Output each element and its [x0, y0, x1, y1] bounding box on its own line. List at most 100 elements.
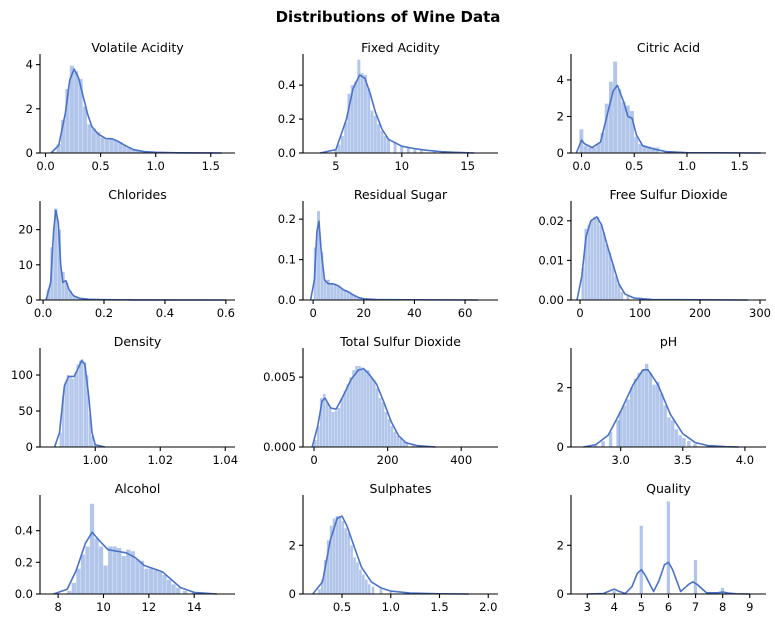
- figure-title: Distributions of Wine Data: [276, 8, 501, 26]
- histogram-bar: [341, 520, 345, 594]
- histogram-bar: [343, 289, 347, 300]
- histogram-bar: [319, 398, 323, 447]
- histogram-bar: [69, 65, 74, 153]
- subplot-title: Total Sulfur Dioxide: [339, 334, 461, 349]
- histogram-bar: [71, 378, 74, 447]
- x-tick-label: 10: [96, 600, 111, 614]
- histogram-bar: [139, 560, 144, 594]
- x-tick-label: 8: [719, 600, 726, 614]
- x-tick-label: 3.5: [674, 453, 692, 467]
- histogram-bar: [648, 372, 653, 447]
- histogram-bar: [384, 412, 388, 447]
- y-tick-label: 100: [11, 368, 33, 382]
- histogram-bar: [596, 216, 600, 301]
- histogram-bar: [378, 398, 382, 447]
- x-tick-label: 7: [692, 600, 699, 614]
- histogram-bar: [96, 132, 101, 153]
- y-tick-label: 0.000: [263, 440, 296, 454]
- histogram-bar: [608, 252, 612, 300]
- histogram-bar: [66, 375, 69, 447]
- histogram-bar: [670, 420, 675, 447]
- histogram-bar: [318, 589, 321, 594]
- histogram-bar: [329, 525, 333, 594]
- histogram-bar: [135, 559, 140, 594]
- histogram-bar: [349, 377, 352, 447]
- histogram-bar: [337, 144, 341, 153]
- y-tick-label: 0: [557, 587, 564, 601]
- histogram-bar: [367, 370, 370, 447]
- histogram-bar: [346, 291, 350, 300]
- histogram-bar: [346, 384, 350, 447]
- histogram-bar: [369, 377, 373, 447]
- histogram-bar: [406, 147, 410, 153]
- histogram-bar: [639, 525, 643, 594]
- y-tick-label: 0.02: [538, 214, 564, 228]
- histogram-bar: [325, 402, 329, 447]
- histogram-bar: [637, 372, 641, 447]
- histogram-bar: [419, 149, 423, 153]
- y-tick-label: 10: [18, 258, 33, 272]
- kde-line: [319, 74, 475, 154]
- y-tick-label: 0: [26, 146, 33, 160]
- histogram-bar: [56, 144, 61, 153]
- x-tick-label: 0: [576, 306, 583, 320]
- y-tick-label: 2: [557, 109, 564, 123]
- histogram-bar: [91, 128, 96, 153]
- histogram-bar: [359, 569, 362, 594]
- histogram-bar: [720, 587, 725, 594]
- y-tick-label: 0.01: [538, 253, 564, 267]
- histogram-bar: [46, 289, 51, 300]
- histogram-bar: [317, 211, 321, 300]
- y-tick-label: 0.2: [278, 212, 296, 226]
- histogram-bar: [625, 105, 630, 153]
- histogram-bar: [667, 417, 671, 447]
- histogram-bar: [666, 501, 670, 594]
- histogram-bar: [656, 381, 660, 447]
- kde-line: [575, 84, 761, 154]
- y-tick-label: 50: [18, 404, 33, 418]
- x-tick-label: 1.5: [430, 600, 448, 614]
- histogram-bar: [602, 232, 606, 300]
- x-tick-label: 2.0: [479, 600, 497, 614]
- x-tick-label: 4: [611, 600, 618, 614]
- histogram-bar: [356, 562, 359, 594]
- kde-line: [53, 531, 217, 595]
- kde-line: [583, 369, 739, 448]
- histogram-bar: [85, 546, 90, 594]
- subplot-density: Density 1.00 1.02 1.04 0 50 100: [11, 334, 238, 467]
- histogram-bar: [413, 149, 417, 153]
- y-tick-label: 0.2: [15, 555, 33, 569]
- histogram-bar: [338, 516, 342, 594]
- histogram-bar: [393, 431, 397, 447]
- histogram-bar: [617, 89, 622, 153]
- histogram-bar: [112, 546, 117, 594]
- y-tick-label: 0.2: [278, 112, 296, 126]
- x-tick-label: 8: [54, 600, 61, 614]
- x-tick-label: 0.0: [572, 159, 590, 173]
- x-tick-label: 3: [584, 600, 591, 614]
- histogram-bar: [321, 579, 324, 594]
- y-tick-label: 0.0: [278, 293, 296, 307]
- histogram-bar: [642, 145, 647, 153]
- histogram-bar: [626, 296, 630, 300]
- histogram-bar: [347, 93, 351, 154]
- histogram-bar: [377, 124, 381, 153]
- histogram-bar: [638, 143, 643, 153]
- subplot-fixed-acidity: Fixed Acidity 5 10 15 0.0 0.2 0.4: [278, 40, 498, 173]
- subplot-citric-acid: Citric Acid 0.0 0.5 1.0 1.5 0 2 4: [557, 40, 766, 173]
- histogram-bar: [140, 151, 145, 153]
- histogram-bar: [612, 591, 616, 594]
- histogram-bar: [67, 590, 72, 594]
- subplot-title: Volatile Acidity: [91, 40, 184, 55]
- x-tick-label: 60: [458, 306, 473, 320]
- histogram-bar: [98, 546, 104, 594]
- x-tick-label: 0: [309, 306, 316, 320]
- x-tick-label: 3.0: [612, 453, 630, 467]
- histogram-bar: [76, 364, 79, 447]
- x-tick-label: 5: [638, 600, 645, 614]
- x-tick-label: 1.5: [202, 159, 220, 173]
- histogram-bar: [353, 295, 357, 300]
- histogram-bar: [131, 149, 136, 153]
- histogram-bar: [314, 440, 317, 447]
- x-tick-label: 0.2: [95, 306, 113, 320]
